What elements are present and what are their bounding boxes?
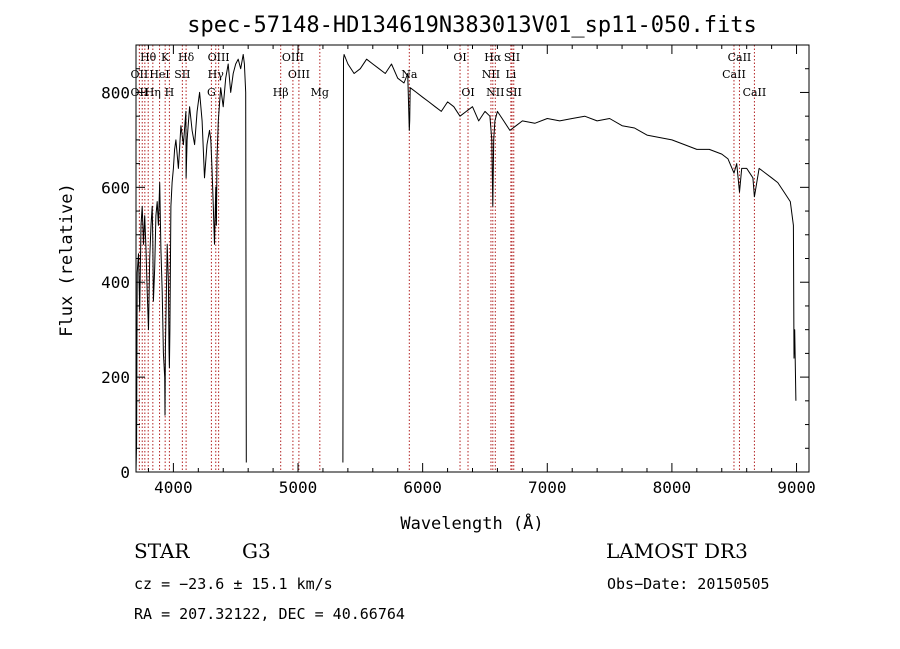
line-label-24: SII — [506, 86, 522, 99]
line-label-26: CaII — [722, 68, 746, 81]
line-label-18: OI — [461, 86, 474, 99]
line-label-10: Hγ — [208, 68, 225, 81]
chart-title: spec-57148-HD134619N383013V01_sp11-050.f… — [187, 13, 757, 38]
y-tick-label-3: 600 — [101, 178, 130, 197]
y-axis-ticks: 0 200 400 600 800 — [101, 44, 809, 482]
line-label-17: OI — [453, 51, 466, 64]
line-label-23: Li — [505, 68, 516, 81]
redshift-cz: cz = −23.6 ± 15.1 km/s — [134, 575, 333, 593]
line-label-5: K — [161, 51, 170, 64]
y-tick-label-1: 200 — [101, 368, 130, 387]
line-label-15: Mg — [311, 86, 329, 99]
spectrum-series — [135, 54, 797, 473]
y-tick-label-0: 0 — [120, 463, 130, 482]
line-markers — [138, 45, 755, 472]
line-label-11: G — [207, 86, 216, 99]
obs-date: Obs−Date: 20150505 — [607, 575, 770, 593]
y-axis-label: Flux (relative) — [57, 183, 77, 337]
plot-frame — [135, 44, 810, 473]
line-label-22: SII — [504, 51, 520, 64]
object-subclass: G3 — [242, 539, 271, 563]
x-tick-label-0: 4000 — [154, 478, 193, 497]
line-label-4: HeI — [149, 68, 169, 81]
y-tick-label-4: 800 — [101, 83, 130, 102]
object-class: STAR — [134, 539, 190, 563]
line-label-13: OIII — [288, 68, 310, 81]
line-label-12: OIII — [282, 51, 304, 64]
line-label-16: Na — [401, 68, 418, 81]
x-axis-label: Wavelength (Å) — [400, 512, 543, 534]
line-label-6: H — [165, 86, 175, 99]
line-label-7: SII — [174, 68, 190, 81]
line-label-20: NII — [482, 68, 500, 81]
x-tick-label-2: 6000 — [403, 478, 442, 497]
line-label-3: Hη — [145, 86, 161, 99]
line-label-0: OII — [131, 68, 149, 81]
survey-name: LAMOST DR3 — [606, 539, 748, 563]
x-tick-label-4: 8000 — [653, 478, 692, 497]
line-label-14: Hβ — [273, 86, 289, 99]
line-label-21: NII — [486, 86, 504, 99]
flux-series-segment-0 — [135, 54, 247, 473]
line-label-27: CaII — [743, 86, 767, 99]
x-axis-ticks: 4000 5000 6000 7000 8000 9000 — [147, 45, 816, 497]
flux-series-segment-1 — [342, 54, 797, 463]
line-label-19: Hα — [484, 51, 502, 64]
line-label-9: OIII — [208, 51, 230, 64]
line-label-1: Hθ — [140, 51, 157, 64]
line-label-25: CaII — [728, 51, 752, 64]
x-tick-label-3: 7000 — [528, 478, 567, 497]
coordinates: RA = 207.32122, DEC = 40.66764 — [134, 605, 405, 623]
y-tick-label-2: 400 — [101, 273, 130, 292]
line-label-8: Hδ — [178, 51, 195, 64]
x-tick-label-1: 5000 — [279, 478, 318, 497]
x-tick-label-5: 9000 — [777, 478, 816, 497]
